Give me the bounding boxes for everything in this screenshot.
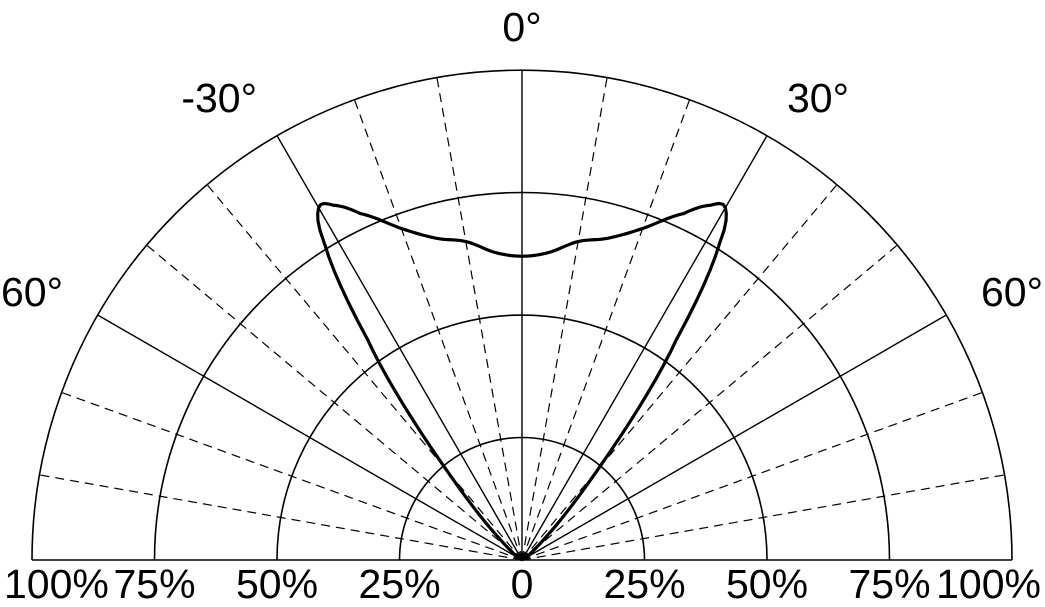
radial-tick-label: 100% [4, 561, 109, 607]
spoke-major-30 [521, 135, 768, 561]
spoke-minor-40 [521, 184, 838, 561]
spoke-minor--70 [61, 391, 523, 561]
radial-tick-label: 75% [848, 561, 930, 607]
chart-labels: -60°-30°0°30°60°100%75%50%25%025%50%75%1… [0, 4, 1043, 607]
spoke-minor--20 [353, 99, 523, 561]
radial-tick-label: 0 [511, 561, 534, 607]
spoke-minor--40 [206, 184, 523, 561]
radial-tick-label: 50% [236, 561, 318, 607]
radial-tick-label: 75% [113, 561, 195, 607]
angle-label--30: -30° [181, 75, 257, 121]
spoke-minor-20 [521, 99, 691, 561]
angle-label--60: -60° [0, 269, 63, 315]
angle-label-60: 60° [981, 269, 1043, 315]
spoke-minor--10 [436, 77, 523, 561]
radiation-pattern [316, 201, 728, 562]
spoke-major--60 [97, 314, 523, 561]
spoke-major--30 [276, 135, 523, 561]
polar-grid [31, 69, 1013, 561]
radial-tick-label: 100% [936, 561, 1041, 607]
spoke-minor--50 [146, 244, 523, 561]
spoke-minor-80 [521, 474, 1005, 561]
angle-label-0: 0° [502, 4, 541, 50]
spoke-minor-50 [521, 244, 898, 561]
pattern-curve [316, 201, 728, 562]
angle-label-30: 30° [787, 75, 849, 121]
spoke-major-60 [521, 314, 947, 561]
spoke-minor-70 [521, 391, 983, 561]
radial-tick-label: 25% [358, 561, 440, 607]
radial-tick-label: 50% [726, 561, 808, 607]
spoke-minor-10 [521, 77, 608, 561]
radial-tick-label: 25% [603, 561, 685, 607]
spoke-minor--80 [39, 474, 523, 561]
